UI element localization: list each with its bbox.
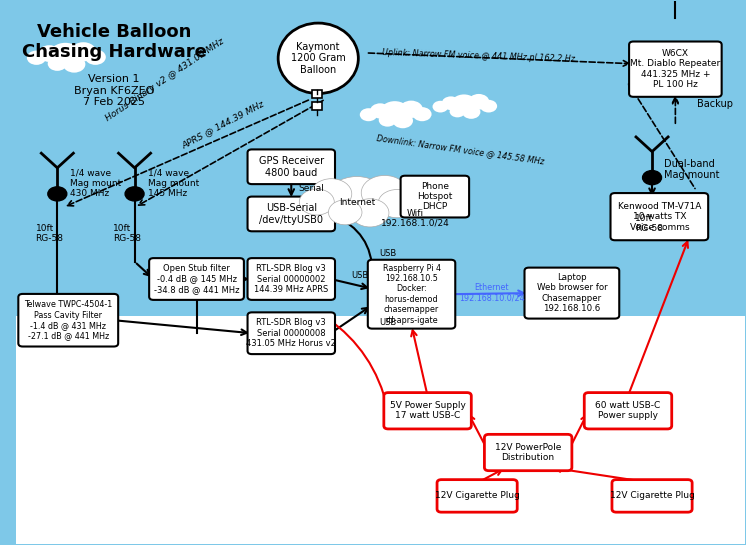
Text: Dual-band
Mag mount: Dual-band Mag mount (665, 159, 720, 180)
Text: 12V PowerPole
Distribution: 12V PowerPole Distribution (495, 443, 561, 462)
FancyBboxPatch shape (437, 480, 517, 512)
Text: Downlink: Narrow FM voice @ 145.58 MHz: Downlink: Narrow FM voice @ 145.58 MHz (376, 133, 545, 166)
Text: Open Stub filter
-0.4 dB @ 145 MHz
-34.8 dB @ 441 MHz: Open Stub filter -0.4 dB @ 145 MHz -34.8… (154, 264, 239, 294)
FancyBboxPatch shape (612, 480, 692, 512)
Text: USB-Serial
/dev/ttyUSB0: USB-Serial /dev/ttyUSB0 (260, 203, 323, 225)
Circle shape (442, 96, 460, 110)
Circle shape (480, 100, 497, 112)
Text: Laptop
Web browser for
Chasemapper
192.168.10.6: Laptop Web browser for Chasemapper 192.1… (536, 273, 607, 313)
Text: Internet: Internet (339, 197, 375, 207)
Circle shape (125, 187, 144, 201)
Circle shape (311, 179, 352, 209)
Circle shape (38, 45, 60, 62)
Text: 60 watt USB-C
Power supply: 60 watt USB-C Power supply (595, 401, 661, 420)
Circle shape (48, 57, 67, 71)
Text: 10ft
RG-58: 10ft RG-58 (36, 224, 63, 243)
Text: Backup: Backup (698, 99, 733, 110)
Text: 5V Power Supply
17 watt USB-C: 5V Power Supply 17 watt USB-C (389, 401, 466, 420)
FancyBboxPatch shape (401, 175, 469, 217)
Circle shape (361, 175, 408, 210)
Circle shape (450, 106, 466, 117)
Circle shape (378, 190, 416, 218)
Circle shape (360, 108, 377, 121)
Text: Ethernet
192.168.10.0/24: Ethernet 192.168.10.0/24 (459, 283, 524, 303)
Text: Serial: Serial (298, 184, 325, 193)
Circle shape (433, 101, 448, 112)
Text: 1/4 wave
Mag mount
145 MHz: 1/4 wave Mag mount 145 MHz (148, 168, 199, 198)
Text: Wifi
192.168.1.0/24: Wifi 192.168.1.0/24 (380, 209, 450, 228)
Text: USB: USB (380, 249, 397, 258)
Circle shape (48, 187, 67, 201)
Circle shape (49, 43, 81, 66)
FancyBboxPatch shape (149, 258, 244, 300)
Circle shape (413, 107, 432, 121)
Text: Kenwood TM-V71A
10 watts TX
Voice comms: Kenwood TM-V71A 10 watts TX Voice comms (618, 202, 701, 232)
FancyBboxPatch shape (248, 149, 335, 184)
Circle shape (326, 177, 387, 222)
Text: Phone
Hotspot
DHCP: Phone Hotspot DHCP (417, 181, 453, 211)
Text: Version 1
Bryan KF6ZEO
7 Feb 2025: Version 1 Bryan KF6ZEO 7 Feb 2025 (74, 74, 154, 107)
FancyBboxPatch shape (384, 392, 471, 429)
Text: Horus Binary v2 @ 431.05 MHz: Horus Binary v2 @ 431.05 MHz (104, 37, 226, 123)
Circle shape (380, 101, 410, 123)
Circle shape (400, 101, 423, 118)
Text: W6CX
Mt. Diablo Repeater
441.325 MHz +
PL 100 Hz: W6CX Mt. Diablo Repeater 441.325 MHz + P… (630, 49, 721, 89)
FancyBboxPatch shape (484, 434, 572, 471)
Circle shape (468, 94, 489, 110)
Text: Vehicle Balloon
Chasing Hardware: Vehicle Balloon Chasing Hardware (22, 23, 207, 62)
FancyBboxPatch shape (368, 260, 455, 329)
Circle shape (370, 104, 390, 118)
Circle shape (63, 56, 85, 72)
Text: USB: USB (380, 318, 397, 327)
Bar (16, 316, 745, 543)
FancyBboxPatch shape (629, 41, 721, 97)
FancyBboxPatch shape (248, 312, 335, 354)
Text: 1/4 wave
Mag mount
430 MHz: 1/4 wave Mag mount 430 MHz (70, 168, 122, 198)
Text: 12V Cigarette Plug: 12V Cigarette Plug (609, 492, 695, 500)
Circle shape (71, 42, 96, 61)
Circle shape (392, 113, 413, 128)
Circle shape (27, 51, 46, 65)
Circle shape (299, 189, 334, 215)
Text: Uplink: Narrow FM voice @ 441 MHz pl 162.2 Hz: Uplink: Narrow FM voice @ 441 MHz pl 162… (382, 48, 575, 64)
Bar (312, 102, 322, 110)
FancyBboxPatch shape (584, 392, 671, 429)
FancyBboxPatch shape (248, 258, 335, 300)
Text: Raspberry Pi 4
192.168.10.5
Docker:
horus-demod
chasemapper
rtl-aprs-igate: Raspberry Pi 4 192.168.10.5 Docker: horu… (383, 264, 441, 325)
Text: Kaymont
1200 Gram
Balloon: Kaymont 1200 Gram Balloon (291, 42, 345, 75)
Text: RTL-SDR Blog v3
Serial 00000002
144.39 MHz APRS: RTL-SDR Blog v3 Serial 00000002 144.39 M… (254, 264, 328, 294)
Text: RTL-SDR Blog v3
Serial 00000008
431.05 MHz Horus v2: RTL-SDR Blog v3 Serial 00000008 431.05 M… (246, 318, 336, 348)
Bar (312, 90, 322, 98)
Circle shape (462, 105, 480, 119)
Circle shape (351, 199, 389, 227)
FancyBboxPatch shape (524, 268, 619, 319)
FancyBboxPatch shape (248, 197, 335, 231)
Text: 10ft
RG-58: 10ft RG-58 (113, 224, 141, 243)
Circle shape (451, 94, 477, 114)
Circle shape (85, 50, 106, 65)
Text: APRS @ 144.39 MHz: APRS @ 144.39 MHz (181, 99, 266, 150)
FancyBboxPatch shape (19, 294, 118, 347)
Text: 10ft
RG-58: 10ft RG-58 (636, 214, 663, 233)
Text: USB: USB (351, 271, 369, 280)
Ellipse shape (278, 23, 358, 94)
Text: 12V Cigarette Plug: 12V Cigarette Plug (435, 492, 519, 500)
Circle shape (379, 113, 396, 126)
FancyBboxPatch shape (610, 193, 708, 240)
Circle shape (642, 171, 662, 185)
Circle shape (328, 200, 362, 225)
Text: Telwave TWPC-4504-1
Pass Cavity Filter
-1.4 dB @ 431 MHz
-27.1 dB @ 441 MHz: Telwave TWPC-4504-1 Pass Cavity Filter -… (24, 300, 113, 340)
Text: GPS Receiver
4800 baud: GPS Receiver 4800 baud (259, 156, 324, 178)
